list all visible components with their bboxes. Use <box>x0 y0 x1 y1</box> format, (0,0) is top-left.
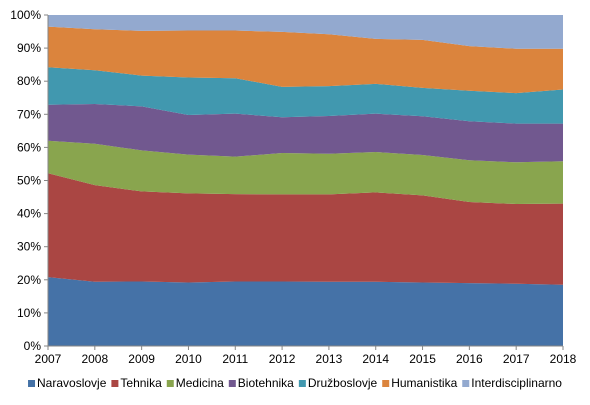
area-tehnika <box>48 173 563 285</box>
legend-label: Naravoslovje <box>37 376 107 390</box>
x-tick-label: 2017 <box>503 352 530 366</box>
legend-swatch <box>111 380 119 387</box>
area-humanistika <box>48 26 563 94</box>
area-naravoslovje <box>48 277 563 346</box>
x-tick-label: 2015 <box>409 352 436 366</box>
x-axis-tick-labels: 2007 2008 2009 2010 2011 2012 2013 2014 2015 2016… <box>35 352 577 366</box>
legend-label: Humanistika <box>391 376 457 390</box>
x-tick-label: 2010 <box>175 352 202 366</box>
y-tick-label: 60% <box>17 140 41 154</box>
x-tick-label: 2011 <box>222 352 248 366</box>
legend-label: Biotehnika <box>238 376 294 390</box>
y-tick-label: 10% <box>17 306 41 320</box>
area-medicina <box>48 140 563 204</box>
legend-swatch <box>298 380 306 387</box>
x-tick-label: 2008 <box>81 352 108 366</box>
legend-label: Družboslovje <box>308 376 378 390</box>
x-tick-label: 2013 <box>316 352 343 366</box>
area-biotehnika <box>48 104 563 163</box>
y-tick-label: 30% <box>17 240 41 254</box>
area-interdisciplinarno <box>48 15 563 49</box>
y-tick-label: 0% <box>24 339 42 353</box>
y-tick-label: 100% <box>10 8 41 22</box>
y-tick-label: 70% <box>17 107 41 121</box>
legend: Naravoslovje Tehnika Medicina Biotehnika Dru… <box>28 376 562 390</box>
legend-label: Medicina <box>176 376 224 390</box>
legend-swatch <box>166 380 174 387</box>
legend-label: Tehnika <box>120 376 162 390</box>
legend-item-tehnika: Tehnika <box>111 376 162 390</box>
x-tick-label: 2014 <box>362 352 389 366</box>
legend-item-naravoslovje: Naravoslovje <box>28 376 107 390</box>
y-axis-tick-labels: 0% 10% 20% 30% 40% 50% 60% 70% 80% 90% 100% <box>10 8 41 353</box>
y-tick-label: 80% <box>17 74 41 88</box>
legend-item-interdisciplinarno: Interdisciplinarno <box>462 376 562 390</box>
x-tick-label: 2018 <box>550 352 577 366</box>
y-tick-label: 90% <box>17 41 41 55</box>
legend-label: Interdisciplinarno <box>471 376 562 390</box>
legend-swatch <box>382 380 390 387</box>
x-tick-label: 2007 <box>35 352 62 366</box>
x-tick-label: 2012 <box>269 352 296 366</box>
legend-item-humanistika: Humanistika <box>382 376 458 390</box>
x-tick-label: 2016 <box>456 352 483 366</box>
legend-swatch <box>462 380 470 387</box>
legend-item-medicina: Medicina <box>166 376 224 390</box>
y-tick-label: 40% <box>17 207 41 221</box>
y-tick-label: 50% <box>17 174 41 188</box>
area-dru-boslovje <box>48 67 563 124</box>
area-series-group <box>48 15 563 346</box>
legend-item-dru-boslovje: Družboslovje <box>298 376 378 390</box>
axes-group <box>44 14 564 350</box>
legend-item-biotehnika: Biotehnika <box>228 376 294 390</box>
x-tick-label: 2009 <box>128 352 155 366</box>
y-tick-label: 20% <box>17 273 41 287</box>
legend-swatch <box>28 380 36 387</box>
legend-swatch <box>228 380 236 387</box>
